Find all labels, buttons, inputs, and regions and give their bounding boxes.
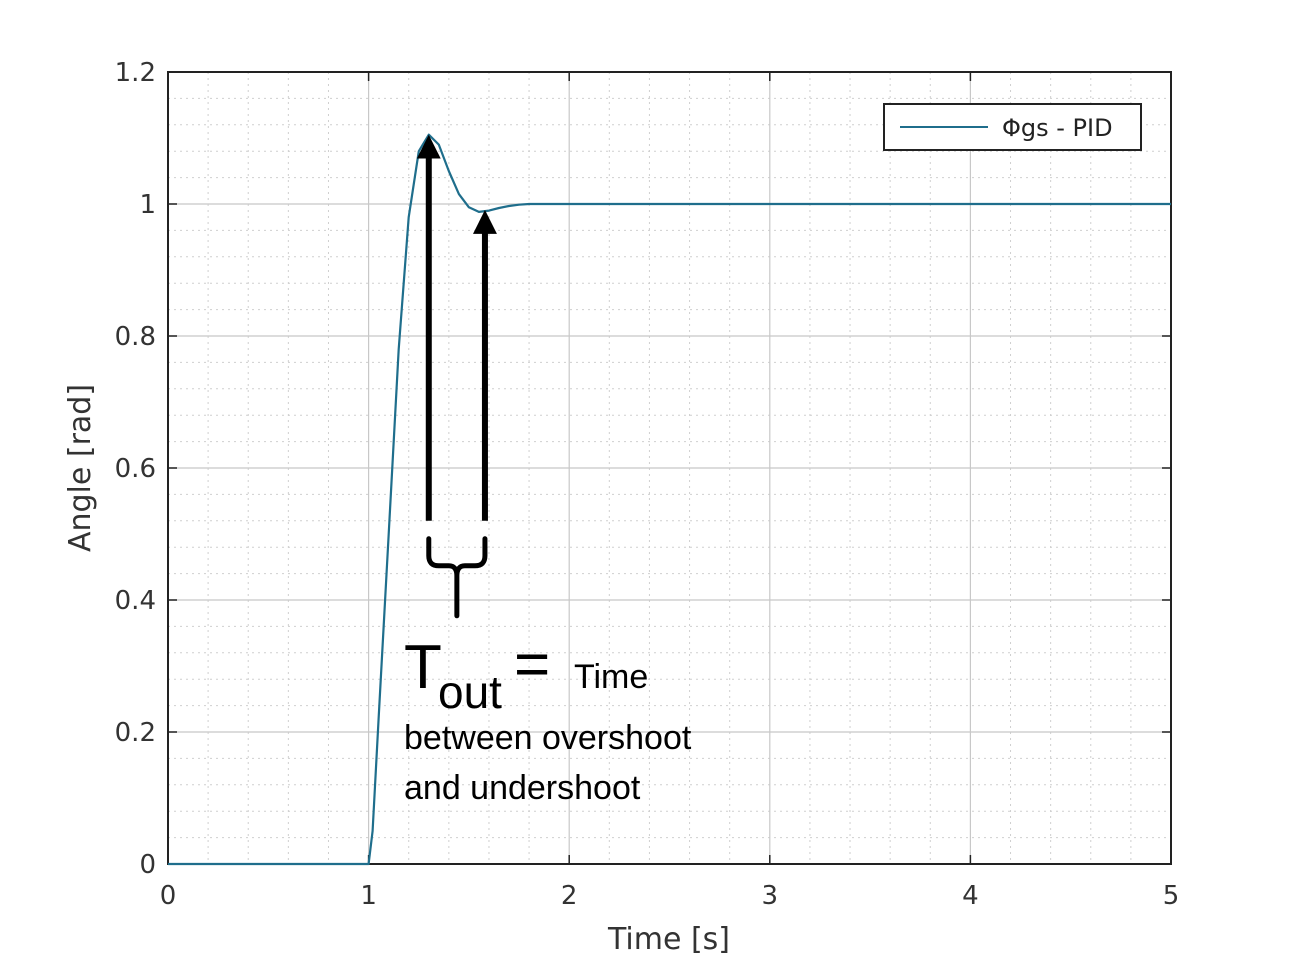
y-tick-label: 0.6: [115, 454, 156, 484]
y-tick-label: 1.2: [115, 58, 156, 88]
annotation-line-3: and undershoot: [404, 769, 641, 807]
axis-ticks: 0 1 2 3 4 5 0 0.2 0.4 0.6 0.8 1 1.2: [115, 58, 1180, 911]
x-tick-label: 0: [160, 881, 177, 911]
equals-sign: =: [514, 630, 550, 699]
x-tick-label: 2: [561, 881, 578, 911]
tout-symbol: T: [404, 633, 442, 702]
series-layer: [168, 133, 1171, 866]
y-tick-label: 0: [139, 850, 156, 880]
annotation-line-2: between overshoot: [404, 719, 692, 757]
legend: Φgs - PID: [883, 103, 1142, 151]
annotation: T out = Time between overshoot and under…: [404, 134, 692, 807]
x-tick-label: 4: [962, 881, 979, 911]
annotation-line-1: Time: [574, 658, 648, 696]
series-line: [168, 133, 1171, 866]
x-axis-title: Time [s]: [607, 922, 730, 957]
curly-brace: [426, 536, 488, 619]
y-tick-label: 0.8: [115, 322, 156, 352]
y-axis-title: Angle [rad]: [63, 384, 98, 552]
y-tick-label: 0.4: [115, 586, 156, 616]
y-tick-label: 1: [139, 190, 156, 220]
y-tick-label: 0.2: [115, 718, 156, 748]
legend-label: Φgs - PID: [1002, 114, 1113, 142]
x-tick-label: 5: [1163, 881, 1180, 911]
tout-subscript: out: [438, 666, 502, 718]
x-tick-label: 3: [762, 881, 779, 911]
x-tick-label: 1: [360, 881, 377, 911]
